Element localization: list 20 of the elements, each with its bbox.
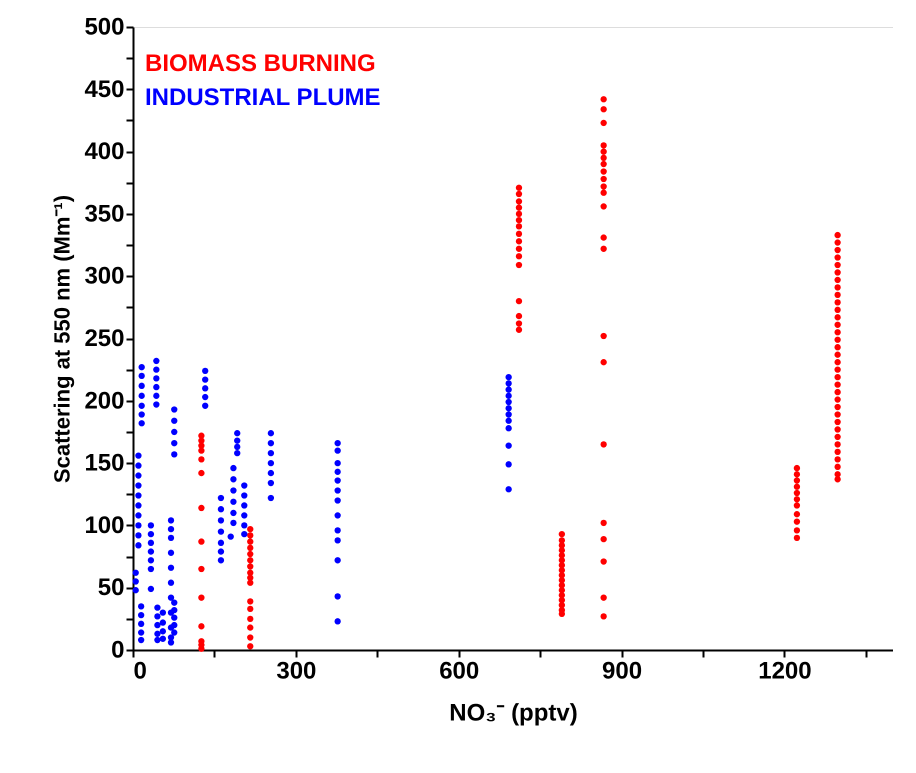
x-tick-label: 1200 bbox=[758, 658, 812, 684]
y-tick-label: 100 bbox=[84, 512, 124, 539]
x-axis-title: NO₃⁻ (pptv) bbox=[449, 700, 578, 726]
x-tick-label: 0 bbox=[134, 658, 147, 684]
y-tick-label: 500 bbox=[84, 14, 124, 40]
y-tick-label: 0 bbox=[111, 636, 124, 664]
x-tick-label: 300 bbox=[276, 658, 316, 684]
y-tick-label: 400 bbox=[84, 138, 124, 166]
y-tick-label: 350 bbox=[84, 200, 124, 228]
text: INDUSTRIAL PLUME bbox=[145, 84, 381, 111]
x-tick-label: 600 bbox=[439, 658, 480, 684]
y-tick-label: 150 bbox=[84, 450, 124, 477]
y-tick-label: 200 bbox=[84, 387, 124, 414]
y-tick-label: 250 bbox=[84, 325, 124, 352]
text: BIOMASS BURNING bbox=[145, 50, 376, 77]
y-tick-label: 300 bbox=[84, 262, 124, 290]
x-tick-label: 900 bbox=[602, 658, 642, 684]
y-axis-title: Scattering at 550 nm (Mm⁻¹) bbox=[49, 194, 74, 484]
y-tick-label: 50 bbox=[98, 574, 124, 602]
y-tick-label: 450 bbox=[84, 76, 124, 103]
